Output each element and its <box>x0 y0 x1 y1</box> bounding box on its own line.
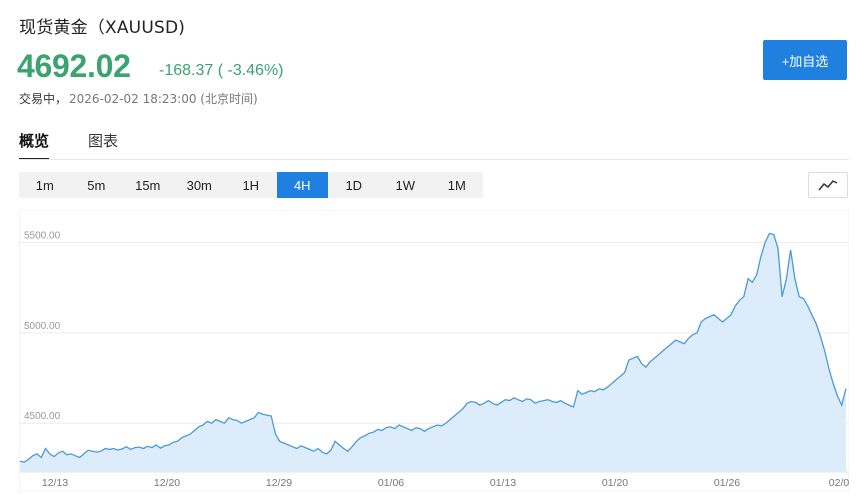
line-chart-icon <box>818 180 838 191</box>
y-tick-label: 4500.00 <box>24 411 61 422</box>
tab-chart[interactable]: 图表 <box>88 132 119 150</box>
period-1h[interactable]: 1H <box>242 177 260 193</box>
add-watchlist-button[interactable]: +加自选 <box>763 40 847 80</box>
x-tick-label: 01/26 <box>714 477 740 489</box>
period-30m[interactable]: 30m <box>186 177 212 193</box>
x-tick-label: 01/20 <box>602 477 628 489</box>
x-tick-label: 12/29 <box>266 477 292 489</box>
period-1mo[interactable]: 1M <box>447 177 466 193</box>
price-chart[interactable]: 5500.00 5000.00 4500.00 12/13 12/20 12/29 01/… <box>19 210 849 492</box>
x-tick-label: 12/13 <box>42 477 68 489</box>
period-1w[interactable]: 1W <box>395 177 416 193</box>
page-title: 现货黄金（XAUUSD) <box>19 18 186 38</box>
price-area <box>20 233 846 472</box>
period-1d[interactable]: 1D <box>345 177 363 193</box>
x-tick-label: 02/0 <box>829 477 849 489</box>
y-tick-label: 5000.00 <box>24 321 61 332</box>
period-4h[interactable]: 4H <box>276 172 328 198</box>
timestamp: 2026-02-02 18:23:00 (北京时间) <box>69 92 258 106</box>
tab-bar: 概览 图表 <box>19 130 157 160</box>
price-chart-svg: 5500.00 5000.00 4500.00 12/13 12/20 12/29 01/… <box>19 210 849 492</box>
x-tick-label: 01/13 <box>490 477 516 489</box>
period-5m[interactable]: 5m <box>87 177 106 193</box>
y-tick-label: 5500.00 <box>24 231 61 242</box>
current-price: 4692.02 <box>17 48 131 84</box>
x-tick-label: 12/20 <box>154 477 180 489</box>
tab-divider <box>19 159 849 160</box>
x-tick-label: 01/06 <box>378 477 404 489</box>
period-selector: 1m 5m 15m 30m 1H 4H 1D 1W 1M <box>19 172 483 198</box>
price-line <box>19 232 847 463</box>
period-15m[interactable]: 15m <box>135 177 161 193</box>
trading-status-label: 交易中， <box>19 92 68 106</box>
trading-status: 交易中， 2026-02-02 18:23:00 (北京时间) <box>19 90 258 107</box>
period-1m[interactable]: 1m <box>35 177 54 193</box>
tab-overview[interactable]: 概览 <box>19 130 50 160</box>
chart-type-button[interactable] <box>808 172 848 198</box>
price-change: -168.37 ( -3.46%) <box>159 62 284 79</box>
